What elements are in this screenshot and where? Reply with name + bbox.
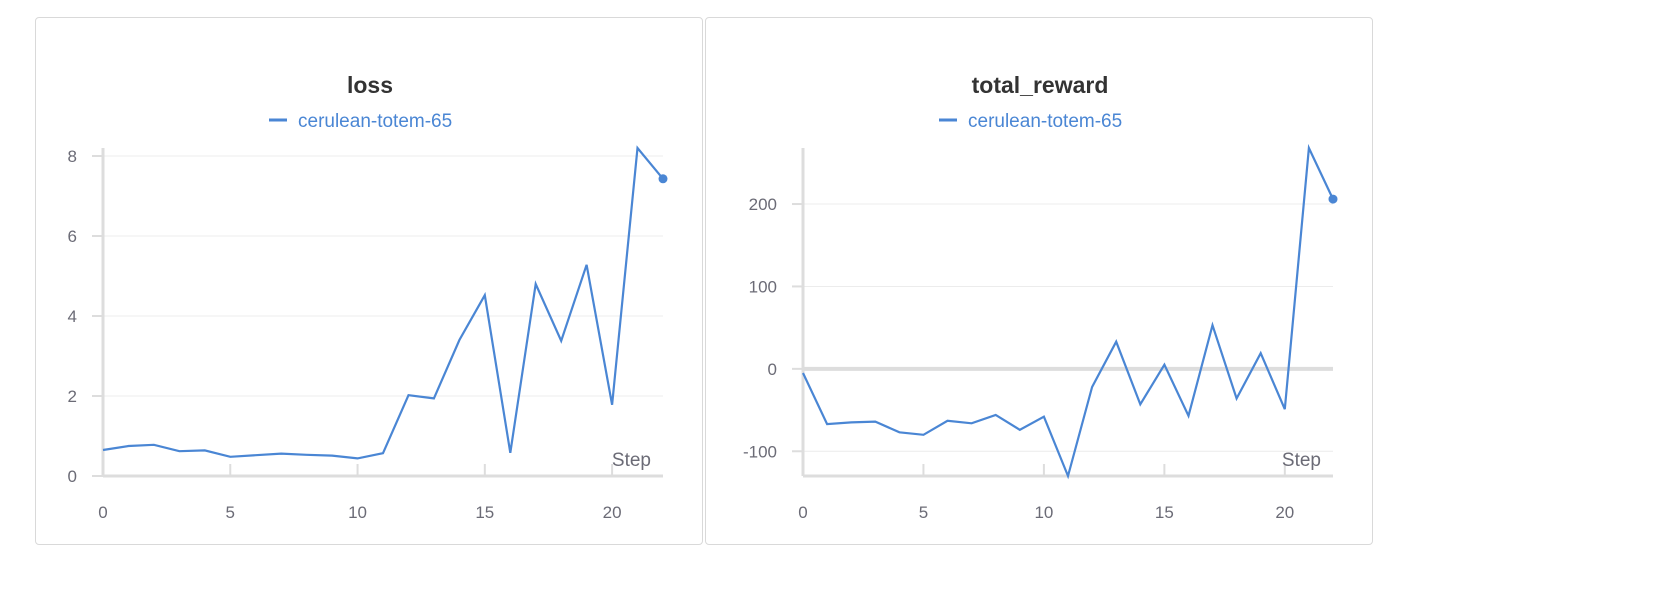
loss-chart: loss cerulean-totem-65 0 2 4 6 8 0 5 10 15 20 Step: [68, 72, 668, 522]
x-axis-label: Step: [612, 450, 651, 471]
y-tick-label: -100: [743, 442, 777, 461]
x-tick-label: 20: [1275, 503, 1294, 522]
series-line-loss: [102, 145, 664, 460]
x-tick-label: 15: [475, 503, 494, 522]
y-tick-label: 2: [68, 387, 77, 406]
total-reward-chart: total_rewardcerulean-totem-65-1000100200…: [743, 72, 1338, 522]
legend-label: cerulean-totem-65: [298, 111, 452, 132]
legend-label: cerulean-totem-65: [968, 111, 1122, 132]
x-tick-label: 10: [348, 503, 367, 522]
x-axis-label: Step: [1282, 450, 1321, 471]
y-tick-label: 4: [68, 307, 77, 326]
x-tick-label: 15: [1155, 503, 1174, 522]
x-tick-label: 5: [226, 503, 235, 522]
series-last-point: [658, 174, 668, 184]
y-tick-label: 0: [68, 467, 77, 486]
series-line-total-reward: [802, 143, 1334, 480]
y-tick-label: 6: [68, 227, 77, 246]
chart-title: loss: [347, 72, 393, 98]
series-last-point: [1328, 194, 1338, 204]
chart-panel-total-reward: total_reward cerulean-totem-65 -100 0 100 200…: [705, 17, 1373, 545]
chart-title: total_reward: [972, 72, 1109, 98]
x-tick-label: 0: [98, 503, 107, 522]
chart-panel-loss: loss cerulean-totem-65 0 2 4 6 8 0 5 10 15 20 Step: [35, 17, 703, 545]
x-tick-label: 20: [603, 503, 622, 522]
y-tick-label: 100: [749, 277, 777, 296]
y-tick-label: 8: [68, 147, 77, 166]
x-tick-label: 0: [798, 503, 807, 522]
y-tick-label: 200: [749, 195, 777, 214]
x-tick-label: 5: [919, 503, 928, 522]
x-tick-label: 10: [1034, 503, 1053, 522]
y-tick-label: 0: [768, 360, 777, 379]
